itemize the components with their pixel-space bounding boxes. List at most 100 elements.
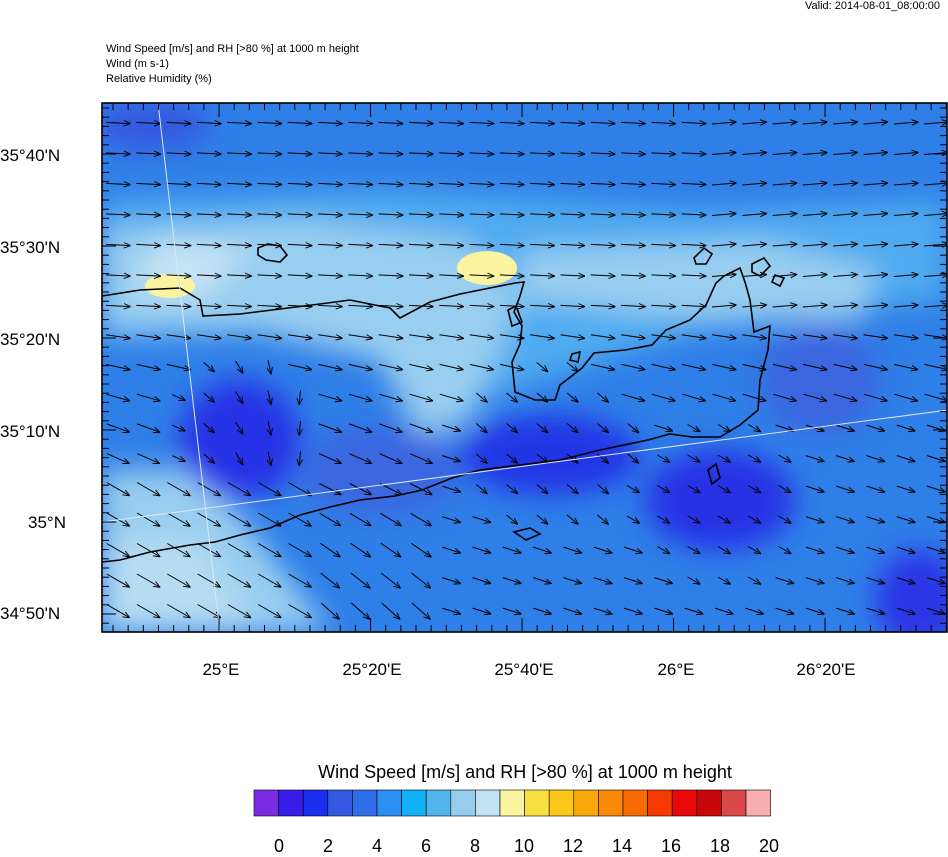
wind-arrow — [597, 423, 608, 433]
wind-arrow — [742, 153, 766, 155]
wind-arrow — [268, 390, 271, 405]
colorbar-swatch — [745, 789, 771, 817]
wind-arrow — [536, 484, 548, 494]
wind-arrow — [560, 122, 585, 123]
colorbar-swatch — [647, 789, 673, 817]
wind-arrow — [235, 452, 243, 465]
wind-arrow — [802, 275, 827, 277]
wind-arrow — [563, 546, 582, 553]
wind-arrow — [566, 392, 578, 402]
wind-arrow — [348, 305, 372, 306]
wind-arrow — [593, 546, 612, 553]
wind-arrow — [711, 183, 736, 185]
wind-arrow — [105, 305, 130, 306]
wind-arrow — [203, 392, 215, 402]
wind-arrow — [287, 153, 312, 154]
wind-arrow — [469, 153, 494, 154]
wind-arrow — [287, 363, 311, 369]
colorbar-tick-label: 14 — [611, 836, 633, 856]
lat-label-3: 35°20'N — [0, 330, 60, 349]
wind-arrow — [348, 214, 372, 215]
wind-arrow — [778, 515, 791, 523]
wind-arrow — [106, 573, 130, 587]
wind-arrow — [802, 335, 827, 339]
wind-arrow — [747, 454, 760, 462]
valid-time: Valid: 2014-08-01_08:00:00 — [805, 0, 940, 12]
wind-arrow — [711, 214, 736, 216]
wind-arrow — [166, 122, 191, 123]
wind-arrow — [926, 546, 945, 553]
wind-arrow — [836, 516, 854, 523]
colorbar-swatch — [475, 789, 501, 817]
wind-arrow — [590, 363, 614, 369]
wind-arrow — [833, 335, 857, 339]
title-line-3: Relative Humidity (%) — [106, 73, 212, 85]
wind-arrow — [469, 363, 493, 369]
wind-arrow — [268, 421, 271, 435]
wind-arrow — [863, 275, 888, 277]
wind-arrow — [747, 485, 760, 493]
wind-arrow — [409, 393, 433, 401]
wind-arrow — [506, 392, 518, 402]
colorbar-swatch — [302, 789, 329, 817]
wind-arrow — [257, 153, 282, 154]
wind-arrow — [379, 453, 402, 464]
rh-contour-2 — [145, 274, 195, 298]
wind-arrow — [530, 214, 554, 215]
wind-arrow — [499, 305, 524, 306]
wind-arrow — [166, 305, 191, 306]
wind-arrow — [410, 483, 431, 495]
lon-label-4: 26°E — [657, 660, 694, 679]
wind-arrow — [778, 546, 791, 554]
wind-arrow — [712, 335, 736, 339]
wind-arrow — [896, 546, 915, 553]
wind-arrow — [287, 122, 312, 123]
wind-arrow — [893, 335, 918, 339]
wind-arrow — [287, 183, 312, 184]
wind-arrow — [439, 363, 463, 369]
colorbar-swatch — [499, 789, 525, 817]
wind-arrow — [924, 214, 947, 216]
colorbar-tick-label: 18 — [709, 836, 731, 856]
wind-arrow — [136, 423, 160, 432]
wind-arrow — [896, 424, 915, 431]
wind-arrow — [167, 543, 190, 557]
colorbar-swatch — [598, 789, 624, 817]
wind-arrow — [833, 244, 857, 246]
lon-label-3: 25°40'E — [494, 660, 553, 679]
wind-arrow — [106, 543, 130, 557]
wind-arrow — [506, 484, 518, 494]
wind-arrow — [166, 153, 191, 154]
wind-arrow — [320, 602, 339, 619]
wind-arrow — [712, 363, 735, 369]
wind-arrow — [349, 512, 371, 525]
wind-arrow — [742, 363, 766, 369]
wind-arrow — [926, 607, 945, 614]
wind-arrow — [235, 360, 243, 373]
wind-arrow — [833, 393, 857, 401]
wind-arrow — [533, 546, 551, 553]
wind-arrow — [257, 604, 281, 618]
wind-arrow — [196, 122, 221, 123]
wind-arrow — [893, 305, 918, 307]
wind-arrow — [803, 363, 826, 369]
wind-arrow — [442, 485, 460, 492]
wind-arrow — [651, 363, 675, 369]
wind-arrow — [597, 453, 608, 463]
wind-arrow — [439, 335, 463, 339]
lon-label-1: 25°E — [202, 660, 239, 679]
wind-arrow — [442, 455, 460, 462]
wind-arrow — [560, 183, 585, 184]
wind-arrow — [863, 335, 888, 339]
wind-arrow — [288, 482, 312, 496]
wind-arrow — [863, 305, 888, 307]
wind-arrow — [379, 483, 401, 495]
wind-arrow — [348, 335, 373, 339]
wind-arrow — [536, 362, 548, 372]
wind-arrow — [348, 153, 372, 154]
wind-arrow — [742, 393, 766, 401]
plot-titles: Wind Speed [m/s] and RH [>80 %] at 1000 … — [106, 42, 359, 87]
lat-label-1: 35°40'N — [0, 146, 60, 165]
wind-arrow — [268, 360, 271, 374]
wind-arrow — [866, 546, 885, 553]
